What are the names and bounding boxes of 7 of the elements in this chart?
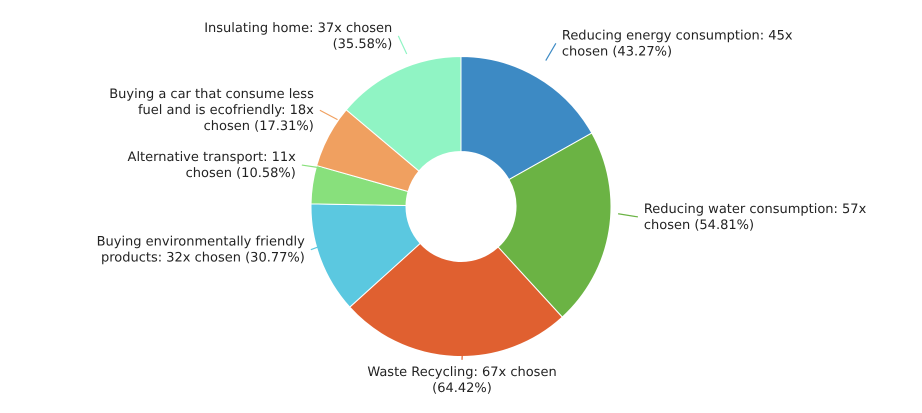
slice-label: Alternative transport: 11x chosen (10.58%) — [128, 150, 296, 182]
slice-label: Buying a car that consume less fuel and is ecofriendly: 18x chosen (17.31%) — [109, 87, 314, 134]
slice-label: Reducing energy consumption: 45x chosen (43.27%) — [562, 28, 793, 60]
slice-label: Reducing water consumption: 57x chosen (54.81%) — [644, 202, 867, 233]
slice-label: Waste Recycling: 67x chosen (64.42%) — [367, 364, 557, 396]
slice-label: Buying environmentally friendly products: 32x chosen (30.77%) — [96, 234, 306, 266]
slice-label: Insulating home: 37x chosen (35.58%) — [204, 20, 392, 52]
